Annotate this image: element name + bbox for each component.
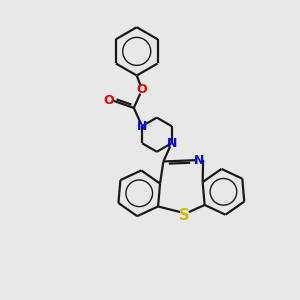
Text: N: N bbox=[194, 154, 205, 166]
Text: S: S bbox=[179, 208, 190, 224]
Text: O: O bbox=[103, 94, 114, 107]
Text: O: O bbox=[137, 83, 147, 96]
Text: N: N bbox=[167, 137, 177, 150]
Text: N: N bbox=[137, 120, 147, 133]
